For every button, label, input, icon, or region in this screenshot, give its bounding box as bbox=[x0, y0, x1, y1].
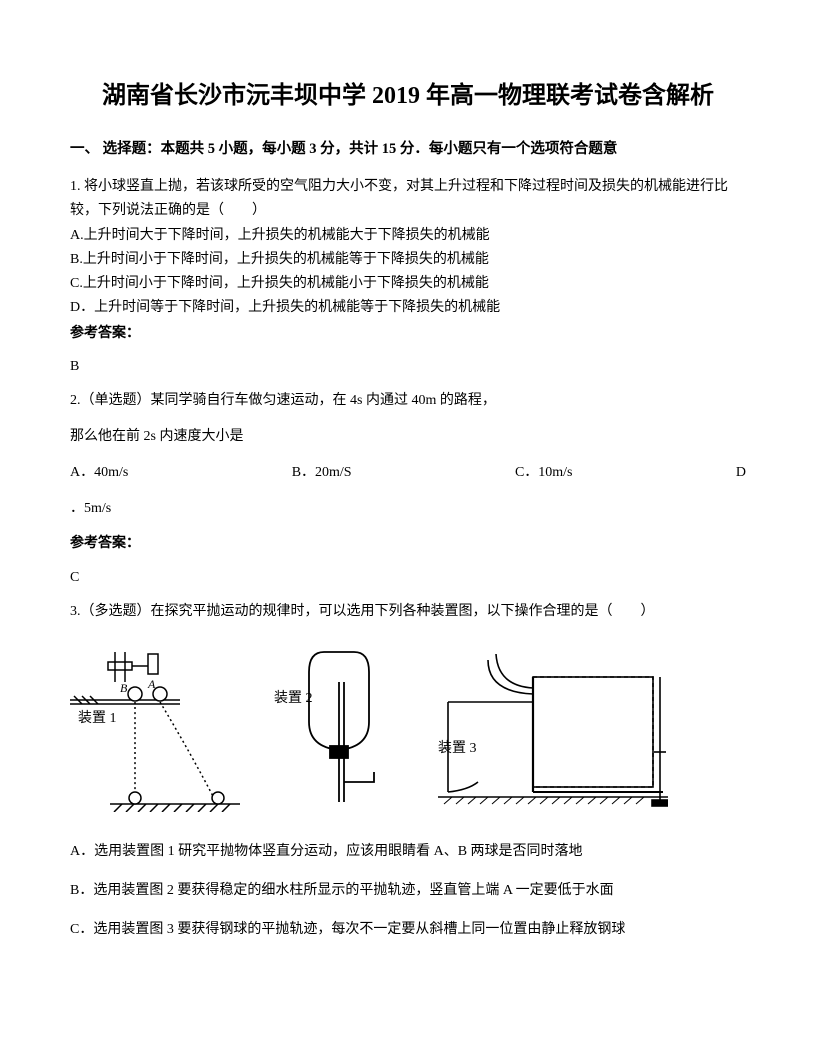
question-2: 2.（单选题）某同学骑自行车做匀速运动，在 4s 内通过 40m 的路程， 那么… bbox=[70, 389, 746, 590]
device-3-label: 装置 3 bbox=[438, 740, 477, 756]
q2-opt-b: B．20m/S bbox=[292, 461, 352, 485]
q1-opt-c: C.上升时间小于下降时间，上升损失的机械能小于下降损失的机械能 bbox=[70, 272, 746, 296]
q1-opt-a: A.上升时间大于下降时间，上升损失的机械能大于下降损失的机械能 bbox=[70, 224, 746, 248]
device-2-label: 装置 2 bbox=[274, 690, 313, 706]
q2-opt-d-right: D bbox=[736, 461, 746, 485]
q2-stem2: 那么他在前 2s 内速度大小是 bbox=[70, 425, 746, 449]
device-3-diagram: 装置 3 bbox=[438, 652, 668, 821]
question-3: 3.（多选题）在探究平抛运动的规律时，可以选用下列各种装置图，以下操作合理的是（… bbox=[70, 600, 746, 942]
page-title: 湖南省长沙市沅丰坝中学 2019 年高一物理联考试卷含解析 bbox=[70, 80, 746, 114]
label-B: B bbox=[120, 681, 128, 695]
q3-opt-c: C．选用装置图 3 要获得钢球的平抛轨迹，每次不一定要从斜槽上同一位置由静止释放… bbox=[70, 917, 746, 942]
q1-answer: B bbox=[70, 355, 746, 379]
diagram-row: B A 装置 1 bbox=[70, 642, 746, 821]
device-1-diagram: B A 装置 1 bbox=[70, 652, 250, 821]
device-2-diagram: 装置 2 bbox=[274, 642, 414, 821]
q2-opt-d-cont: ．5m/s bbox=[70, 497, 746, 521]
q2-answer: C bbox=[70, 566, 746, 590]
q2-stem1: 2.（单选题）某同学骑自行车做匀速运动，在 4s 内通过 40m 的路程， bbox=[70, 389, 746, 413]
q3-stem: 3.（多选题）在探究平抛运动的规律时，可以选用下列各种装置图，以下操作合理的是（… bbox=[70, 600, 746, 624]
q1-opt-d: D．上升时间等于下降时间，上升损失的机械能等于下降损失的机械能 bbox=[70, 296, 746, 320]
section-header: 一、 选择题：本题共 5 小题，每小题 3 分，共计 15 分．每小题只有一个选… bbox=[70, 138, 746, 161]
q1-opt-b: B.上升时间小于下降时间，上升损失的机械能等于下降损失的机械能 bbox=[70, 248, 746, 272]
q3-opt-b: B．选用装置图 2 要获得稳定的细水柱所显示的平抛轨迹，竖直管上端 A 一定要低… bbox=[70, 878, 746, 903]
q3-opt-a: A．选用装置图 1 研究平抛物体竖直分运动，应该用眼睛看 A、B 两球是否同时落… bbox=[70, 839, 746, 864]
q1-answer-label: 参考答案： bbox=[70, 322, 746, 346]
q3-options: A．选用装置图 1 研究平抛物体竖直分运动，应该用眼睛看 A、B 两球是否同时落… bbox=[70, 839, 746, 943]
q1-options: A.上升时间大于下降时间，上升损失的机械能大于下降损失的机械能 B.上升时间小于… bbox=[70, 224, 746, 319]
question-1: 1. 将小球竖直上抛，若该球所受的空气阻力大小不变，对其上升过程和下降过程时间及… bbox=[70, 175, 746, 379]
label-A: A bbox=[147, 677, 156, 691]
q2-opt-c: C．10m/s bbox=[515, 461, 573, 485]
device-1-label: 装置 1 bbox=[78, 710, 117, 726]
q1-stem: 1. 将小球竖直上抛，若该球所受的空气阻力大小不变，对其上升过程和下降过程时间及… bbox=[70, 175, 746, 223]
q2-answer-label: 参考答案： bbox=[70, 532, 746, 556]
q2-options: A．40m/s B．20m/S C．10m/s D bbox=[70, 461, 746, 485]
q2-opt-a: A．40m/s bbox=[70, 461, 128, 485]
